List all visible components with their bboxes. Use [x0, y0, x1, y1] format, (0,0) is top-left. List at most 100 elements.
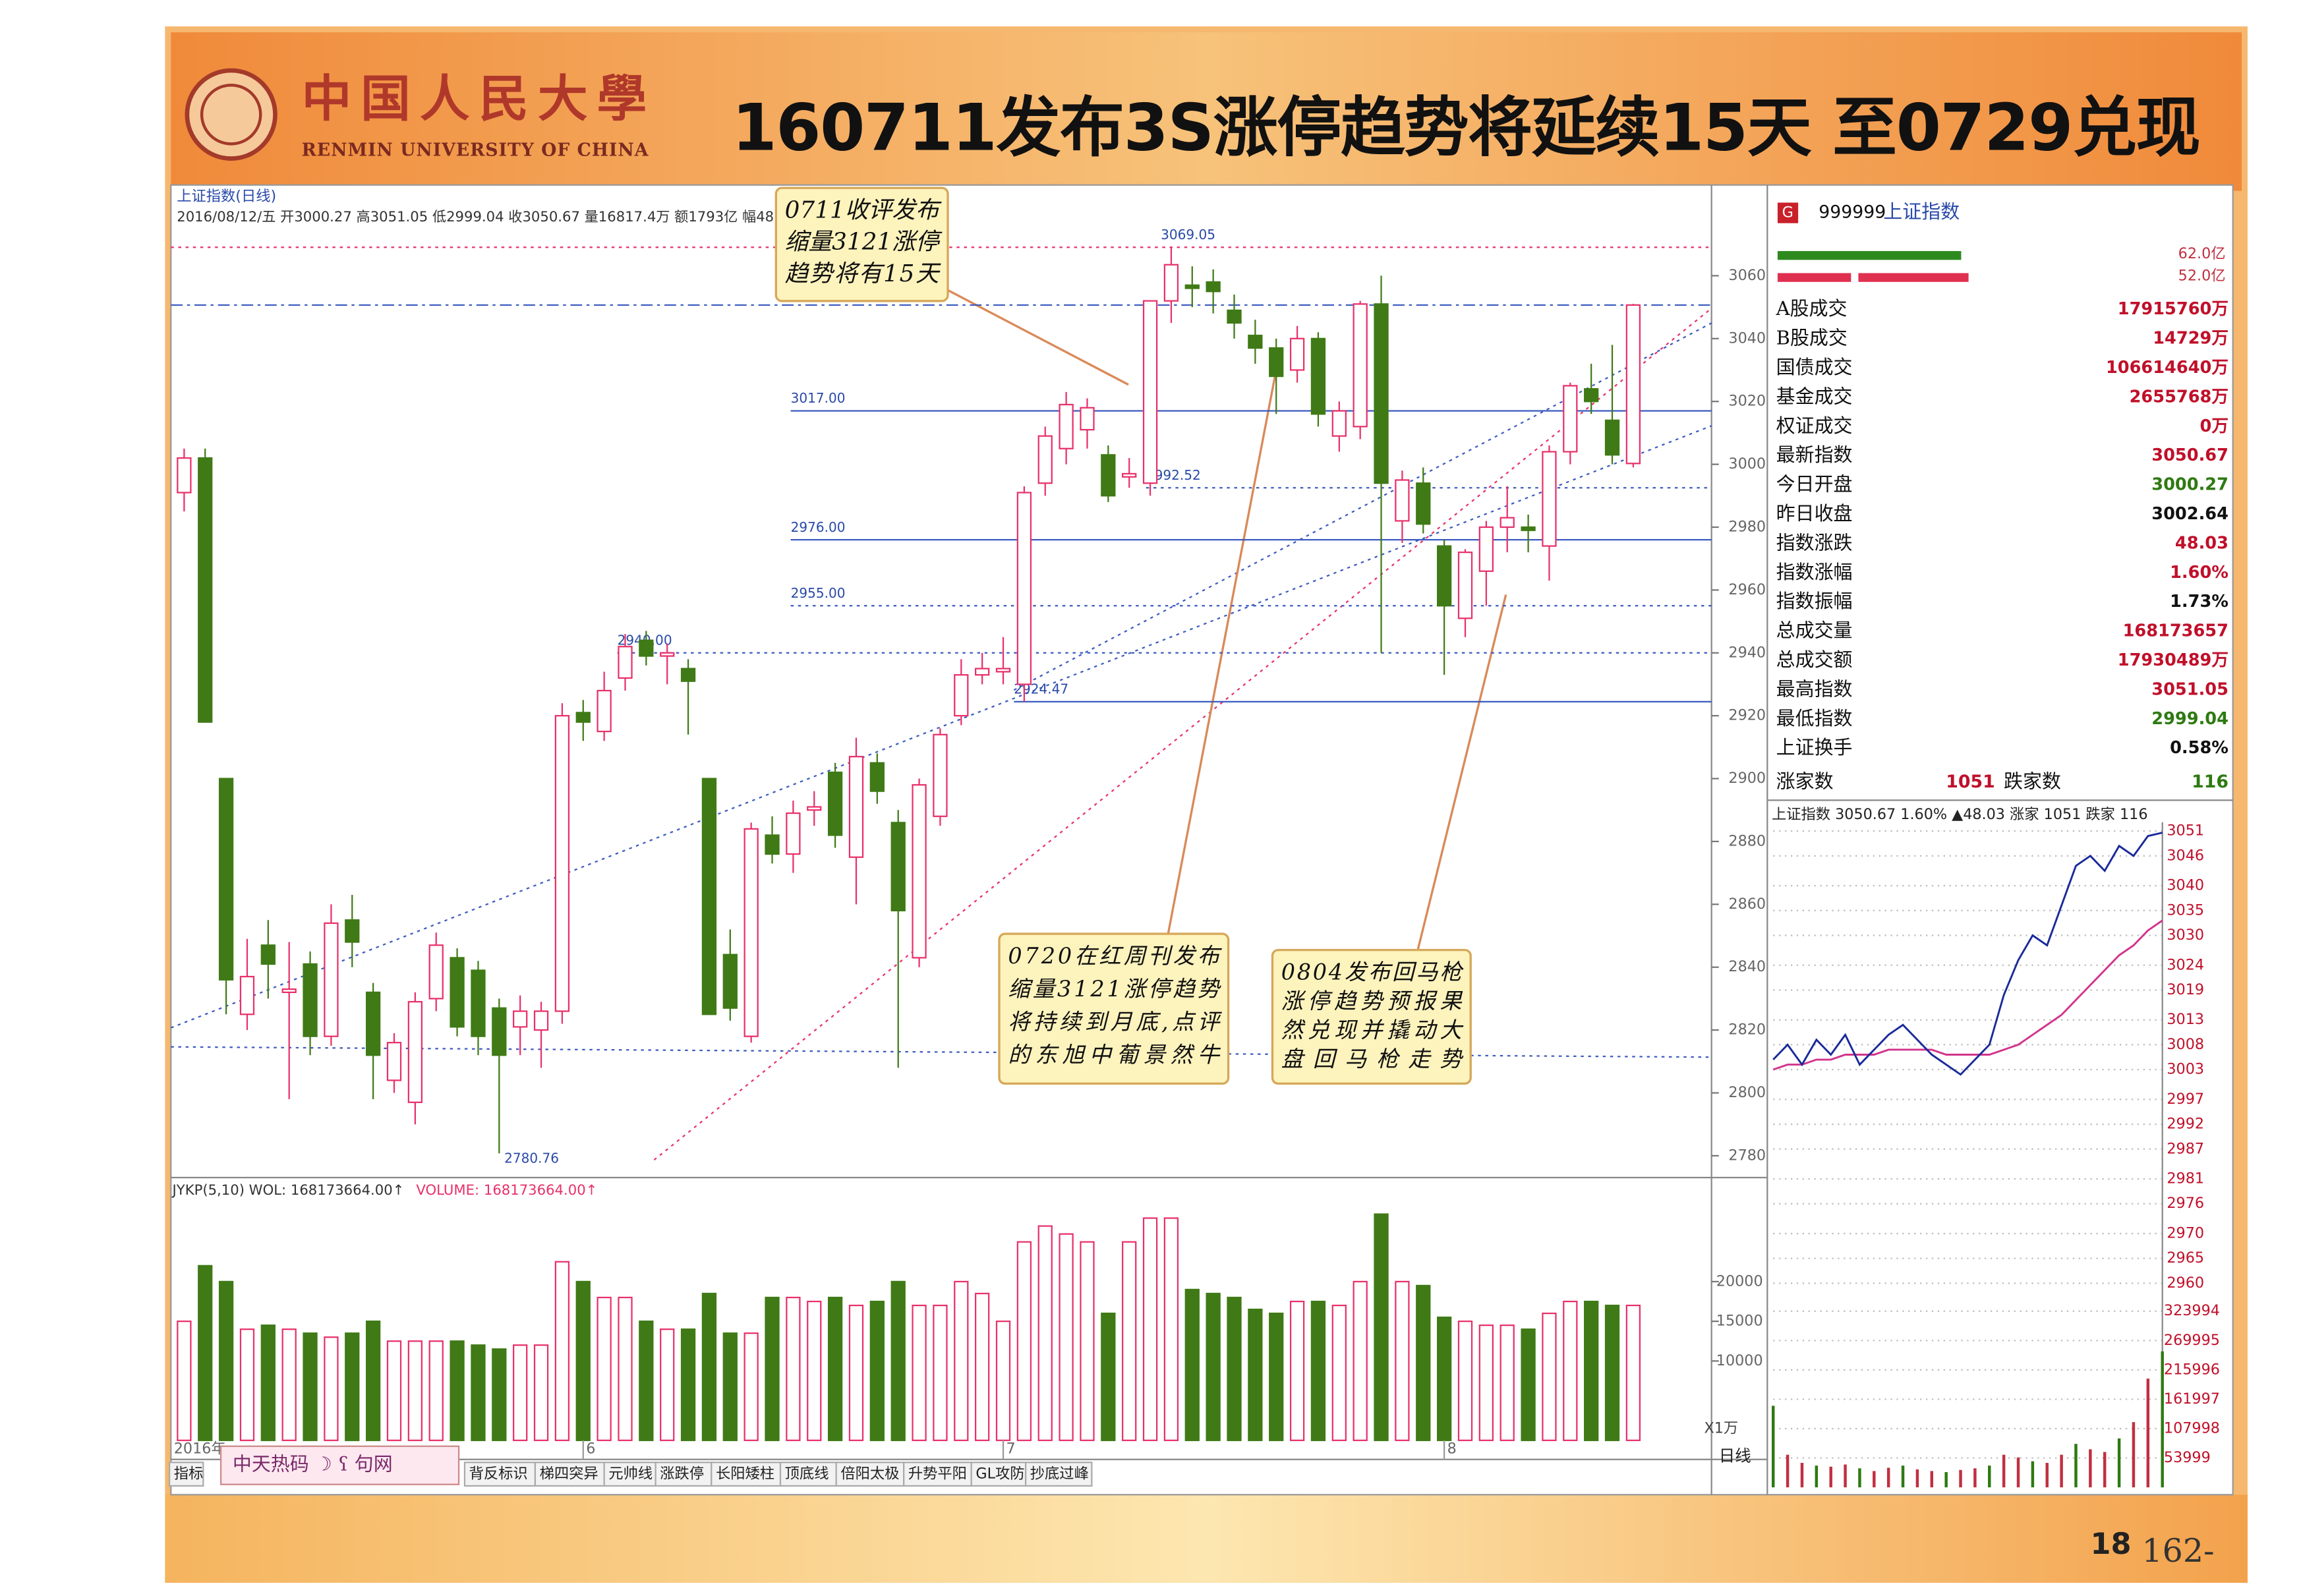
tab[interactable]: [603, 1462, 656, 1487]
y-tick-label: 161997: [2164, 1390, 2220, 1408]
y-tick-label: 10000: [1716, 1352, 1763, 1369]
volume-bar: [1101, 1312, 1116, 1441]
quote-value: 3002.64: [2151, 504, 2228, 524]
y-tick-label: 2960: [1728, 581, 1766, 598]
quote-value: 0.58%: [2170, 738, 2228, 758]
volume-bar: [765, 1296, 780, 1441]
candle-body: [492, 1007, 507, 1056]
tab[interactable]: [168, 1462, 204, 1487]
candle-body: [1289, 337, 1305, 371]
candle-body: [303, 963, 318, 1037]
volume-bar: [1416, 1284, 1431, 1441]
volume-bar: [324, 1336, 339, 1441]
y-tick-label: 3024: [2167, 956, 2204, 973]
volume-bar: [639, 1321, 654, 1441]
quote-value: 48.03: [2175, 533, 2228, 553]
candle-body: [198, 457, 213, 723]
candle-body: [1584, 388, 1599, 403]
candle-body: [975, 668, 990, 676]
y-tick-label: 3013: [2167, 1011, 2204, 1028]
annotation-text: 0711收评发布: [785, 196, 942, 223]
quote-value: 17915760万: [2118, 299, 2228, 319]
tab-label[interactable]: 背反标识: [469, 1466, 528, 1483]
volume-bar: [1353, 1280, 1368, 1441]
y-tick-label: 3046: [2167, 847, 2204, 864]
tab-label[interactable]: 倍阳太极: [840, 1466, 899, 1483]
volume-bar: [1584, 1300, 1599, 1441]
candle-body: [365, 991, 381, 1056]
tab-label[interactable]: 升势平阳: [908, 1466, 967, 1483]
candle-body: [1184, 284, 1200, 289]
level-label: 3069.05: [1161, 227, 1215, 242]
volume-bar: [933, 1304, 948, 1441]
volume-bar: [660, 1328, 675, 1441]
tab-label[interactable]: 指标: [174, 1466, 204, 1483]
candle-body: [1163, 264, 1179, 302]
tab-label[interactable]: 长阳矮柱: [716, 1466, 774, 1483]
candle-body: [1416, 482, 1431, 525]
connector: [1416, 594, 1507, 951]
y-tick-label: 3040: [1728, 329, 1766, 347]
y-tick-label: 2987: [2167, 1140, 2204, 1157]
y-tick-label: 2965: [2167, 1249, 2204, 1267]
slide-title: 160711发布3S涨停趋势将延续15天 至0729兑现: [732, 90, 2200, 165]
candle-body: [1016, 492, 1032, 685]
candle-body: [933, 733, 948, 817]
quote-label: 总成交额: [1776, 648, 1853, 671]
tab-label[interactable]: GL攻防: [976, 1466, 1024, 1483]
volume-bar: [386, 1340, 402, 1441]
logo: [185, 68, 277, 161]
annotation-text: 0720在红周刊发布: [1008, 943, 1222, 969]
volume-bar: [1080, 1241, 1095, 1441]
tab-label[interactable]: 梯四突异: [540, 1466, 598, 1483]
x-tick-label: 8: [1447, 1440, 1457, 1458]
candle-body: [1310, 337, 1326, 415]
tab-label[interactable]: 涨跌停: [660, 1466, 704, 1483]
annotation-text: 趋势将有15天: [785, 260, 941, 287]
quote-label: 基金成交: [1776, 385, 1853, 407]
candle-body: [995, 668, 1011, 673]
candle-body: [954, 674, 969, 717]
candle-body: [1500, 517, 1515, 528]
candle-body: [1331, 410, 1347, 437]
volume-bar: [1016, 1241, 1032, 1441]
quote-label: 涨家数: [1776, 770, 1834, 793]
volume-bar: [345, 1332, 360, 1441]
quote-value: 1051: [1946, 772, 1995, 792]
y-tick-label: 2820: [1728, 1021, 1766, 1039]
y-tick-label: 3019: [2167, 981, 2204, 998]
quote-value: 168173657: [2123, 621, 2228, 641]
candle-body: [533, 1010, 549, 1031]
tab[interactable]: [463, 1462, 537, 1487]
candle-body: [765, 834, 780, 855]
volume-bar: [218, 1280, 234, 1441]
x-tick-label: 6: [586, 1440, 595, 1458]
candle-body: [1080, 407, 1095, 431]
annotation-text: 涨停趋势预报果: [1281, 988, 1463, 1013]
y-tick-label: 3000: [1728, 455, 1766, 472]
candle-body: [1142, 300, 1158, 484]
volume-bar: [281, 1328, 297, 1441]
y-tick-label: 3020: [1728, 393, 1766, 410]
candle-body: [890, 822, 906, 911]
volume-bar: [492, 1348, 507, 1441]
candle-body: [912, 784, 927, 959]
volume-bar: [575, 1280, 591, 1441]
volume-bar: [1269, 1312, 1284, 1441]
trend-line: [653, 308, 1712, 1161]
page-number: 162-: [2142, 1532, 2215, 1570]
y-tick-label: 15000: [1716, 1313, 1763, 1330]
quote-bar: [1777, 251, 1962, 260]
tab-label[interactable]: 元帅线: [608, 1466, 653, 1483]
tab-label[interactable]: 顶底线: [785, 1466, 829, 1483]
candle-body: [281, 988, 297, 994]
tab[interactable]: [1024, 1462, 1093, 1487]
volume-bar: [1037, 1225, 1053, 1441]
y-tick-label: 3040: [2167, 877, 2204, 894]
quote-bar: [1777, 273, 1851, 282]
tab-label[interactable]: 抄底过峰: [1030, 1466, 1089, 1483]
candle-body: [1227, 309, 1242, 324]
volume-bar: [1521, 1328, 1536, 1441]
x-tick-label: 2016年: [174, 1440, 226, 1458]
volume-bar: [786, 1296, 801, 1441]
